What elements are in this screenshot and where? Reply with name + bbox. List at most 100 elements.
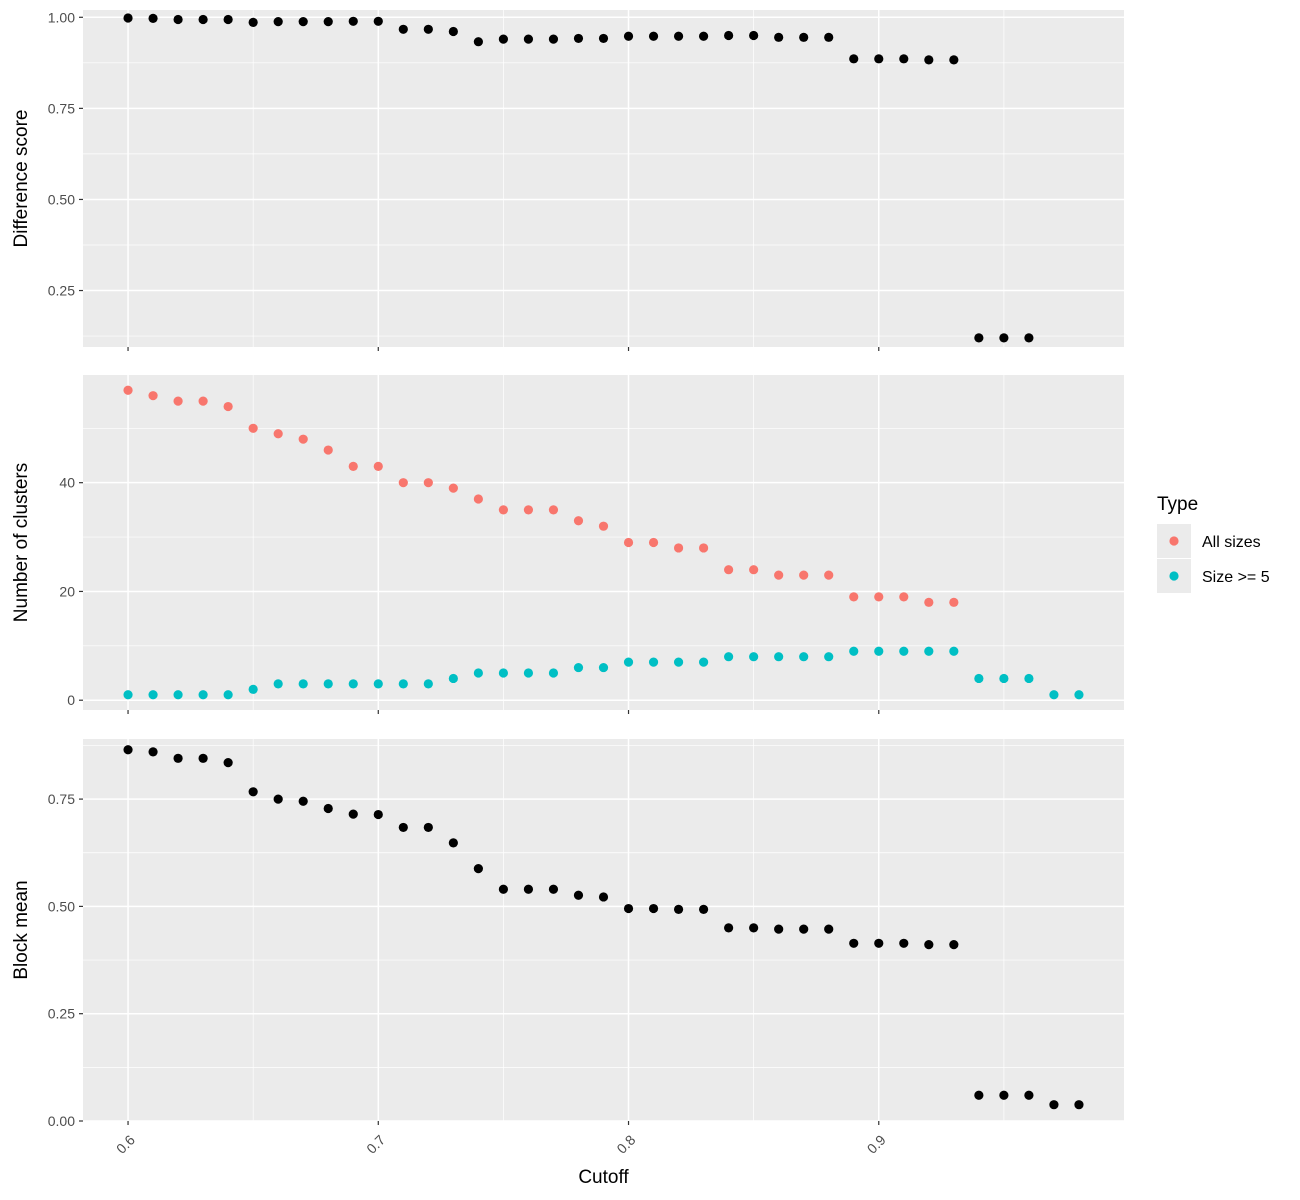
data-point: [673, 543, 684, 553]
panel-background: [83, 739, 1124, 1121]
data-point: [924, 646, 934, 656]
x-tick-label: 0.7: [363, 1132, 388, 1157]
data-point: [924, 55, 934, 65]
data-point: [523, 884, 534, 894]
data-point: [448, 673, 458, 684]
data-point: [148, 747, 158, 757]
data-point: [248, 17, 258, 27]
data-point: [924, 939, 934, 950]
data-point: [648, 657, 659, 667]
data-point: [1074, 1100, 1084, 1110]
data-point: [623, 31, 634, 41]
data-point: [949, 939, 959, 950]
y-axis-title: Number of clusters: [11, 463, 32, 622]
data-point: [774, 652, 784, 662]
y-tick-label: 0.00: [48, 1113, 75, 1129]
panel-background: [83, 10, 1124, 347]
data-point: [899, 938, 909, 948]
data-point: [523, 505, 534, 515]
data-point: [198, 396, 208, 406]
data-point: [298, 17, 308, 27]
data-point: [473, 668, 483, 678]
data-point: [398, 24, 408, 34]
data-point: [198, 690, 208, 700]
data-point: [323, 17, 333, 27]
data-point: [974, 673, 984, 684]
data-point: [148, 690, 158, 700]
data-point: [724, 30, 734, 41]
y-tick-label: 0.25: [48, 1006, 75, 1022]
data-point: [598, 33, 609, 44]
data-point: [774, 32, 784, 42]
data-point: [348, 16, 358, 26]
data-point: [148, 391, 158, 401]
data-point: [648, 903, 659, 914]
y-tick-label: 0: [67, 692, 75, 708]
data-point: [949, 55, 959, 65]
data-point: [749, 652, 759, 662]
data-point: [648, 31, 659, 41]
legend-key-point: [1169, 571, 1179, 581]
data-point: [373, 809, 383, 820]
data-point: [874, 938, 884, 948]
data-point: [298, 679, 308, 689]
data-point: [448, 838, 458, 848]
data-point: [223, 401, 233, 412]
data-point: [673, 31, 684, 41]
data-point: [849, 592, 859, 602]
data-point: [148, 13, 158, 23]
data-point: [824, 652, 834, 662]
data-point: [398, 478, 408, 488]
legend: Type All sizes Size >= 5: [1157, 494, 1270, 593]
data-point: [248, 787, 258, 797]
y-tick-label: 40: [59, 475, 75, 491]
x-axis-title: Cutoff: [578, 1167, 629, 1188]
data-point: [198, 753, 208, 763]
data-point: [774, 570, 784, 580]
data-point: [548, 505, 559, 515]
data-point: [1024, 673, 1034, 684]
data-point: [824, 924, 834, 934]
data-point: [223, 690, 233, 700]
x-tick-label: 0.8: [613, 1132, 638, 1157]
data-point: [423, 478, 433, 488]
data-point: [749, 923, 759, 933]
series-points-0: [123, 745, 1084, 1110]
data-point: [323, 803, 333, 814]
data-point: [598, 521, 609, 531]
data-point: [123, 385, 133, 395]
data-point: [724, 565, 734, 575]
data-point: [373, 16, 383, 26]
data-point: [248, 684, 258, 694]
data-point: [223, 14, 233, 25]
data-point: [248, 423, 258, 433]
panel-bottom: 0.00 0.25 0.50 0.75 0.6 0.7 0.8 0.9 Block mean Cu…: [11, 739, 1124, 1188]
data-point: [1049, 1100, 1059, 1110]
data-point: [548, 34, 559, 44]
data-point: [448, 483, 458, 493]
data-point: [398, 822, 408, 833]
data-point: [123, 745, 133, 755]
y-tick-label: 0.50: [48, 898, 75, 914]
panel-middle: 0 20 40 Number of clusters: [11, 375, 1124, 714]
x-tick-label: 0.6: [113, 1132, 138, 1157]
data-point: [774, 924, 784, 934]
data-point: [223, 758, 233, 768]
data-point: [1049, 690, 1059, 700]
data-point: [698, 543, 709, 553]
data-point: [899, 646, 909, 656]
data-point: [899, 54, 909, 64]
data-point: [698, 904, 709, 914]
data-point: [598, 662, 609, 673]
data-point: [673, 904, 684, 914]
data-point: [623, 657, 634, 667]
data-point: [173, 14, 183, 25]
y-tick-label: 1.00: [48, 9, 75, 25]
y-tick-label: 0.75: [48, 100, 75, 116]
data-point: [749, 565, 759, 575]
data-point: [673, 657, 684, 667]
data-point: [173, 753, 183, 763]
data-point: [724, 652, 734, 662]
data-point: [323, 679, 333, 689]
